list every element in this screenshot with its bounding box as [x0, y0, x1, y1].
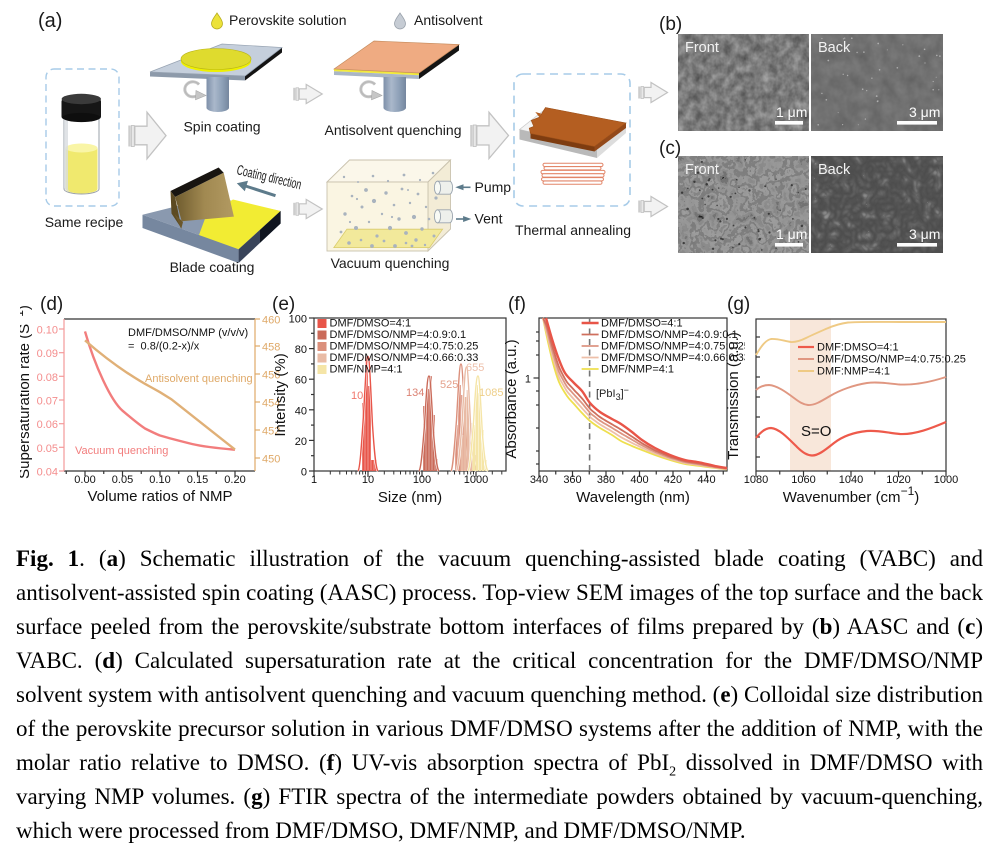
svg-text:340: 340	[530, 474, 548, 486]
svg-text:40: 40	[295, 405, 307, 417]
svg-text:0.07: 0.07	[37, 396, 58, 408]
svg-text:DMF/DMSO/NMP=4:0.75:0.25: DMF/DMSO/NMP=4:0.75:0.25	[601, 341, 745, 353]
svg-text:1: 1	[525, 374, 531, 386]
svg-text:454: 454	[262, 398, 280, 410]
svg-text:DMF/DMSO/NMP=4:0.75:0.25: DMF/DMSO/NMP=4:0.75:0.25	[817, 354, 966, 366]
svg-text:DMF/DMSO/NMP=4:0.66:0.33: DMF/DMSO/NMP=4:0.66:0.33	[330, 352, 479, 364]
svg-text:Antisolvent: Antisolvent	[414, 12, 483, 28]
svg-text:DMF/DMSO=4:1: DMF/DMSO=4:1	[601, 318, 683, 330]
svg-text:134: 134	[406, 387, 424, 399]
svg-text:400: 400	[630, 474, 648, 486]
svg-text:0.05: 0.05	[112, 474, 133, 486]
svg-text:(c): (c)	[659, 138, 681, 159]
svg-text:(d): (d)	[40, 294, 63, 315]
svg-text:0.00: 0.00	[74, 474, 95, 486]
svg-text:Intensity (%): Intensity (%)	[272, 353, 289, 436]
svg-text:60: 60	[295, 375, 307, 387]
svg-text:440: 440	[697, 474, 715, 486]
svg-text:(g): (g)	[727, 294, 750, 315]
svg-text:DMF:DMSO=4:1: DMF:DMSO=4:1	[817, 342, 899, 354]
svg-text:0.04: 0.04	[37, 467, 58, 479]
svg-text:10: 10	[351, 390, 363, 402]
svg-text:DMF/DMSO/NMP=4:0.9:0.1: DMF/DMSO/NMP=4:0.9:0.1	[601, 329, 738, 341]
svg-text:100: 100	[289, 314, 307, 326]
svg-text:[PbI3]−: [PbI3]−	[596, 385, 629, 402]
svg-text:Back: Back	[818, 162, 851, 178]
svg-text:1040: 1040	[839, 474, 863, 486]
svg-text:Back: Back	[818, 40, 851, 56]
svg-text:Antisolvent quenching: Antisolvent quenching	[325, 122, 462, 138]
svg-text:450: 450	[262, 454, 280, 466]
svg-text:Spin coating: Spin coating	[183, 119, 260, 135]
svg-text:DMF/NMP=4:1: DMF/NMP=4:1	[601, 364, 674, 376]
svg-text:Same recipe: Same recipe	[45, 214, 124, 230]
svg-text:Perovskite solution: Perovskite solution	[229, 12, 347, 28]
svg-text:525: 525	[440, 379, 458, 391]
svg-text:= 0.8/(0.2-x)/x: = 0.8/(0.2-x)/x	[128, 341, 200, 353]
svg-text:(b): (b)	[659, 14, 682, 35]
svg-text:S=O: S=O	[801, 423, 831, 440]
svg-text:1: 1	[311, 474, 317, 486]
svg-text:(a): (a)	[38, 10, 62, 32]
svg-text:456: 456	[262, 370, 280, 382]
svg-text:1020: 1020	[886, 474, 910, 486]
svg-text:Blade coating: Blade coating	[170, 259, 255, 275]
svg-text:420: 420	[664, 474, 682, 486]
svg-text:Pump: Pump	[475, 179, 512, 195]
svg-text:(e): (e)	[272, 294, 295, 315]
svg-text:1 μm: 1 μm	[776, 226, 807, 242]
svg-text:DMF/NMP=4:1: DMF/NMP=4:1	[330, 364, 403, 376]
svg-text:1085: 1085	[479, 387, 503, 399]
svg-text:DMF/DMSO=4:1: DMF/DMSO=4:1	[330, 318, 412, 330]
svg-text:80: 80	[295, 344, 307, 356]
svg-text:0.15: 0.15	[187, 474, 208, 486]
svg-text:Supersaturation rate (S−1): Supersaturation rate (S−1)	[20, 305, 33, 479]
svg-text:Wavenumber (cm−1): Wavenumber (cm−1)	[783, 484, 920, 506]
svg-text:0.08: 0.08	[37, 372, 58, 384]
svg-text:DMF/DMSO/NMP=4:0.9:0.1: DMF/DMSO/NMP=4:0.9:0.1	[330, 329, 467, 341]
svg-text:360: 360	[563, 474, 581, 486]
svg-text:1080: 1080	[744, 474, 768, 486]
svg-text:0.20: 0.20	[224, 474, 245, 486]
svg-text:3 μm: 3 μm	[909, 226, 940, 242]
svg-text:655: 655	[466, 362, 484, 374]
svg-text:Absorbance (a.u.): Absorbance (a.u.)	[503, 339, 520, 458]
svg-text:DMF/DMSO/NMP (v/v/v): DMF/DMSO/NMP (v/v/v)	[128, 327, 248, 339]
svg-text:DMF/DMSO/NMP=4:0.66:0.33: DMF/DMSO/NMP=4:0.66:0.33	[601, 352, 745, 364]
svg-text:100: 100	[413, 474, 431, 486]
svg-text:20: 20	[295, 436, 307, 448]
svg-text:0: 0	[301, 467, 307, 479]
svg-text:Wavelength (nm): Wavelength (nm)	[576, 489, 690, 506]
svg-text:0.05: 0.05	[37, 443, 58, 455]
svg-text:0.10: 0.10	[149, 474, 170, 486]
svg-text:10: 10	[362, 474, 374, 486]
svg-text:Front: Front	[685, 162, 719, 178]
svg-text:3 μm: 3 μm	[909, 104, 940, 120]
svg-text:DMF/DMSO/NMP=4:0.75:0.25: DMF/DMSO/NMP=4:0.75:0.25	[330, 341, 479, 353]
svg-text:460: 460	[262, 315, 280, 327]
svg-text:1000: 1000	[464, 474, 488, 486]
svg-text:Size (nm): Size (nm)	[378, 489, 442, 506]
svg-text:Vacuum quenching: Vacuum quenching	[75, 445, 168, 457]
svg-text:452: 452	[262, 426, 280, 438]
svg-text:0.06: 0.06	[37, 419, 58, 431]
svg-text:458: 458	[262, 342, 280, 354]
svg-text:0.09: 0.09	[37, 348, 58, 360]
svg-text:Front: Front	[685, 40, 719, 56]
svg-text:380: 380	[597, 474, 615, 486]
svg-text:Volume ratios of NMP: Volume ratios of NMP	[87, 488, 232, 505]
svg-text:Thermal annealing: Thermal annealing	[515, 222, 631, 238]
svg-text:1000: 1000	[934, 474, 958, 486]
svg-text:1060: 1060	[791, 474, 815, 486]
svg-text:Vent: Vent	[475, 211, 503, 227]
svg-text:(f): (f)	[508, 294, 526, 315]
svg-text:Antisolvent quenching: Antisolvent quenching	[145, 373, 253, 385]
svg-text:DMF:NMP=4:1: DMF:NMP=4:1	[817, 366, 890, 378]
svg-text:Transmission (a.u.): Transmission (a.u.)	[725, 332, 742, 460]
svg-text:1 μm: 1 μm	[776, 104, 807, 120]
svg-text:0.10: 0.10	[37, 325, 58, 337]
svg-text:Vacuum quenching: Vacuum quenching	[331, 255, 450, 271]
